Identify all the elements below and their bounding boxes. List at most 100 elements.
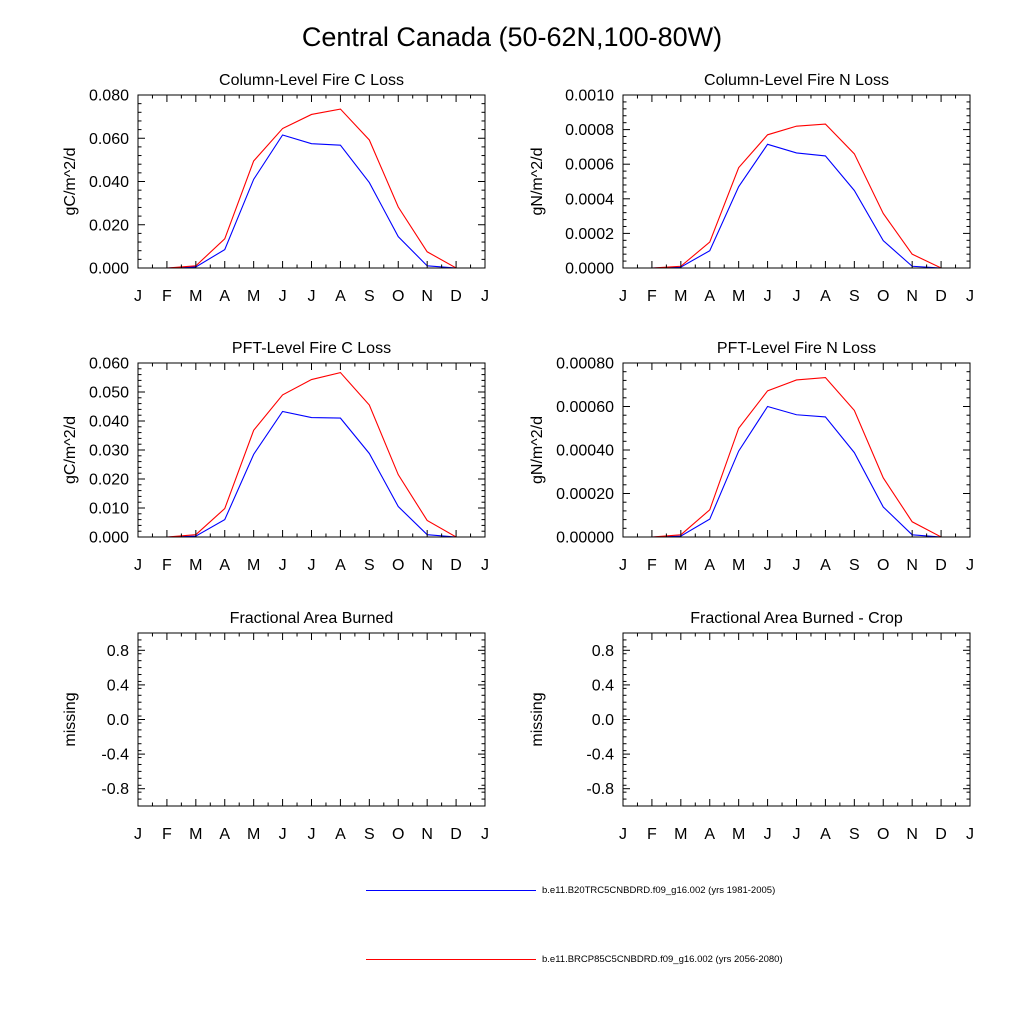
x-tick-label: M bbox=[732, 557, 745, 574]
x-tick-label: J bbox=[764, 826, 772, 843]
y-tick-label: 0.080 bbox=[89, 88, 129, 105]
y-tick-label: -0.4 bbox=[586, 747, 614, 764]
y-tick-label: 0.020 bbox=[89, 472, 129, 489]
panel-title: PFT-Level Fire N Loss bbox=[717, 340, 876, 357]
y-axis-label: gC/m^2/d bbox=[62, 148, 79, 216]
x-tick-label: M bbox=[189, 826, 202, 843]
y-tick-label: 0.050 bbox=[89, 385, 129, 402]
x-tick-label: J bbox=[966, 288, 974, 305]
y-tick-label: 0.020 bbox=[89, 217, 129, 234]
plot-frame bbox=[137, 94, 486, 269]
x-tick-label: J bbox=[279, 826, 287, 843]
x-tick-label: S bbox=[849, 557, 860, 574]
x-tick-label: F bbox=[647, 557, 657, 574]
x-tick-label: S bbox=[849, 288, 860, 305]
y-tick-label: -0.8 bbox=[101, 781, 129, 798]
x-tick-label: J bbox=[308, 826, 316, 843]
x-tick-label: D bbox=[450, 557, 462, 574]
x-tick-label: J bbox=[764, 288, 772, 305]
legend-line-1 bbox=[366, 890, 536, 891]
x-tick-label: A bbox=[820, 557, 831, 574]
x-tick-label: S bbox=[364, 557, 375, 574]
y-tick-label: 0.0008 bbox=[565, 122, 614, 139]
x-tick-label: M bbox=[674, 288, 687, 305]
y-tick-label: 0.00080 bbox=[556, 356, 614, 373]
y-tick-label: 0.0006 bbox=[565, 157, 614, 174]
x-tick-label: J bbox=[481, 288, 489, 305]
x-tick-label: A bbox=[704, 826, 715, 843]
x-tick-label: M bbox=[247, 288, 260, 305]
x-tick-label: O bbox=[392, 557, 404, 574]
x-tick-label: O bbox=[877, 826, 889, 843]
y-tick-label: 0.4 bbox=[107, 677, 129, 694]
x-tick-label: J bbox=[134, 557, 142, 574]
y-tick-label: 0.0 bbox=[107, 712, 129, 729]
y-tick-label: 0.8 bbox=[107, 643, 129, 660]
series-line-1 bbox=[138, 410, 485, 538]
y-tick-label: 0.0000 bbox=[565, 261, 614, 278]
plot-frame bbox=[622, 94, 971, 269]
panel-title: Column-Level Fire N Loss bbox=[704, 72, 889, 89]
x-tick-label: A bbox=[335, 288, 346, 305]
x-tick-label: S bbox=[849, 826, 860, 843]
x-tick-label: M bbox=[189, 288, 202, 305]
y-tick-label: 0.0002 bbox=[565, 226, 614, 243]
x-tick-label: F bbox=[647, 826, 657, 843]
y-tick-label: 0.030 bbox=[89, 443, 129, 460]
x-tick-label: F bbox=[162, 557, 172, 574]
y-tick-label: 0.8 bbox=[592, 643, 614, 660]
x-tick-label: J bbox=[764, 557, 772, 574]
y-tick-label: 0.4 bbox=[592, 677, 614, 694]
y-tick-label: 0.00060 bbox=[556, 399, 614, 416]
x-tick-label: J bbox=[793, 288, 801, 305]
y-tick-label: 0.0004 bbox=[565, 191, 614, 208]
series-line-1 bbox=[623, 405, 970, 538]
plot-frame bbox=[137, 362, 486, 538]
y-tick-label: 0.010 bbox=[89, 501, 129, 518]
x-tick-label: F bbox=[162, 826, 172, 843]
plot-frame bbox=[622, 362, 971, 538]
y-tick-label: 0.000 bbox=[89, 261, 129, 278]
x-tick-label: N bbox=[421, 826, 433, 843]
x-tick-label: M bbox=[674, 826, 687, 843]
x-tick-label: J bbox=[279, 288, 287, 305]
legend-label-2: b.e11.BRCP85C5CNBDRD.f09_g16.002 (yrs 20… bbox=[542, 954, 783, 965]
x-tick-label: J bbox=[134, 826, 142, 843]
y-tick-label: 0.00020 bbox=[556, 486, 614, 503]
x-tick-label: F bbox=[162, 288, 172, 305]
series-line-2 bbox=[623, 376, 970, 538]
x-tick-label: J bbox=[966, 557, 974, 574]
x-tick-label: A bbox=[704, 557, 715, 574]
x-tick-label: D bbox=[935, 288, 947, 305]
x-tick-label: N bbox=[906, 288, 918, 305]
x-tick-label: J bbox=[793, 557, 801, 574]
x-tick-label: A bbox=[335, 826, 346, 843]
x-tick-label: J bbox=[619, 288, 627, 305]
x-tick-label: D bbox=[450, 826, 462, 843]
x-tick-label: J bbox=[308, 288, 316, 305]
y-tick-label: 0.00000 bbox=[556, 530, 614, 547]
x-tick-label: O bbox=[877, 288, 889, 305]
y-tick-label: 0.0 bbox=[592, 712, 614, 729]
x-tick-label: O bbox=[877, 557, 889, 574]
x-tick-label: J bbox=[793, 826, 801, 843]
x-tick-label: J bbox=[619, 826, 627, 843]
x-tick-label: J bbox=[308, 557, 316, 574]
series-line-1 bbox=[138, 134, 485, 269]
x-tick-label: N bbox=[906, 557, 918, 574]
x-tick-label: J bbox=[481, 826, 489, 843]
panel-title: Fractional Area Burned - Crop bbox=[690, 610, 903, 627]
x-tick-label: M bbox=[674, 557, 687, 574]
x-tick-label: A bbox=[219, 288, 230, 305]
x-tick-label: N bbox=[906, 826, 918, 843]
y-axis-label: gN/m^2/d bbox=[529, 148, 546, 216]
series-line-1 bbox=[623, 143, 970, 269]
x-tick-label: S bbox=[364, 826, 375, 843]
x-tick-label: D bbox=[450, 288, 462, 305]
y-tick-label: 0.040 bbox=[89, 174, 129, 191]
x-tick-label: S bbox=[364, 288, 375, 305]
plot-frame bbox=[137, 632, 486, 807]
